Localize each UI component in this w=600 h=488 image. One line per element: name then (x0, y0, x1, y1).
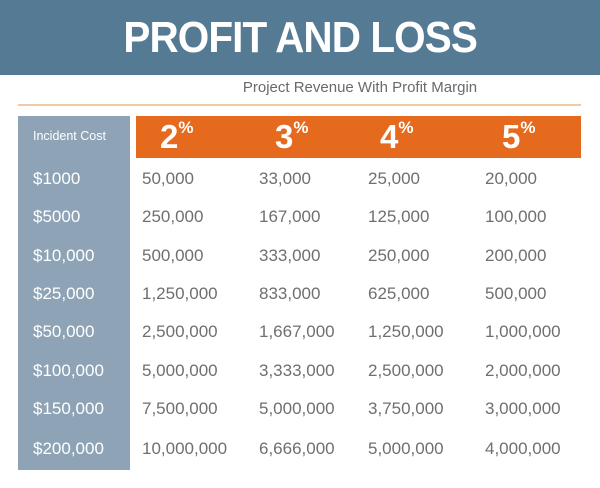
table-cell: 500,000 (485, 284, 547, 303)
table-cell: 3,750,000 (368, 399, 444, 418)
table-cell: 1,667,000 (259, 322, 335, 341)
table-cell: 1,250,000 (368, 322, 444, 341)
profit-margin-header (136, 116, 581, 158)
row-label: $150,000 (33, 399, 104, 418)
table-subtitle: Project Revenue With Profit Margin (242, 79, 478, 96)
table-cell: 3,000,000 (485, 399, 561, 418)
table-cell: 20,000 (485, 169, 537, 188)
table-cell: 625,000 (368, 284, 430, 303)
margin-header-3: 3% (275, 118, 309, 155)
row-label: $200,000 (33, 439, 104, 458)
table-row: $5000 250,000 167,000 125,000 100,000 (0, 198, 600, 236)
table-row: $150,000 7,500,000 5,000,000 3,750,000 3… (0, 390, 600, 428)
divider (18, 104, 581, 106)
table-row: $1000 50,000 33,000 25,000 20,000 (0, 160, 600, 198)
table-cell: 3,333,000 (259, 361, 335, 380)
table-cell: 200,000 (485, 246, 547, 265)
table-cell: 500,000 (142, 246, 204, 265)
table-cell: 5,000,000 (368, 439, 444, 458)
table-cell: 5,000,000 (259, 399, 335, 418)
table-cell: 333,000 (259, 246, 321, 265)
table-cell: 2,500,000 (368, 361, 444, 380)
table-cell: 1,000,000 (485, 322, 561, 341)
row-label: $5000 (33, 207, 81, 226)
row-label: $25,000 (33, 284, 95, 303)
table-cell: 1,250,000 (142, 284, 218, 303)
table-cell: 125,000 (368, 207, 430, 226)
table-cell: 25,000 (368, 169, 420, 188)
table-row: $50,000 2,500,000 1,667,000 1,250,000 1,… (0, 313, 600, 351)
title-banner: PROFIT AND LOSS (0, 0, 600, 75)
row-label: $10,000 (33, 246, 95, 265)
table-cell: 250,000 (368, 246, 430, 265)
table-cell: 100,000 (485, 207, 547, 226)
row-label: $100,000 (33, 361, 104, 380)
table-cell: 4,000,000 (485, 439, 561, 458)
incident-cost-column (18, 116, 130, 470)
table-row: $25,000 1,250,000 833,000 625,000 500,00… (0, 275, 600, 313)
table-row: $10,000 500,000 333,000 250,000 200,000 (0, 237, 600, 275)
table-cell: 33,000 (259, 169, 311, 188)
table-row: $100,000 5,000,000 3,333,000 2,500,000 2… (0, 352, 600, 390)
margin-header-4: 4% (380, 118, 414, 155)
margin-header-5: 5% (502, 118, 536, 155)
margin-header-2: 2% (160, 118, 194, 155)
table-cell: 833,000 (259, 284, 321, 303)
table-cell: 5,000,000 (142, 361, 218, 380)
table-row: $200,000 10,000,000 6,666,000 5,000,000 … (0, 430, 600, 468)
table-cell: 50,000 (142, 169, 194, 188)
table-cell: 167,000 (259, 207, 321, 226)
table-cell: 10,000,000 (142, 439, 228, 458)
table-cell: 250,000 (142, 207, 204, 226)
row-label: $1000 (33, 169, 81, 188)
table-cell: 6,666,000 (259, 439, 335, 458)
table-cell: 7,500,000 (142, 399, 218, 418)
table-cell: 2,500,000 (142, 322, 218, 341)
table-cell: 2,000,000 (485, 361, 561, 380)
incident-cost-label: Incident Cost (33, 129, 106, 143)
row-label: $50,000 (33, 322, 95, 341)
page-title: PROFIT AND LOSS (123, 12, 477, 62)
